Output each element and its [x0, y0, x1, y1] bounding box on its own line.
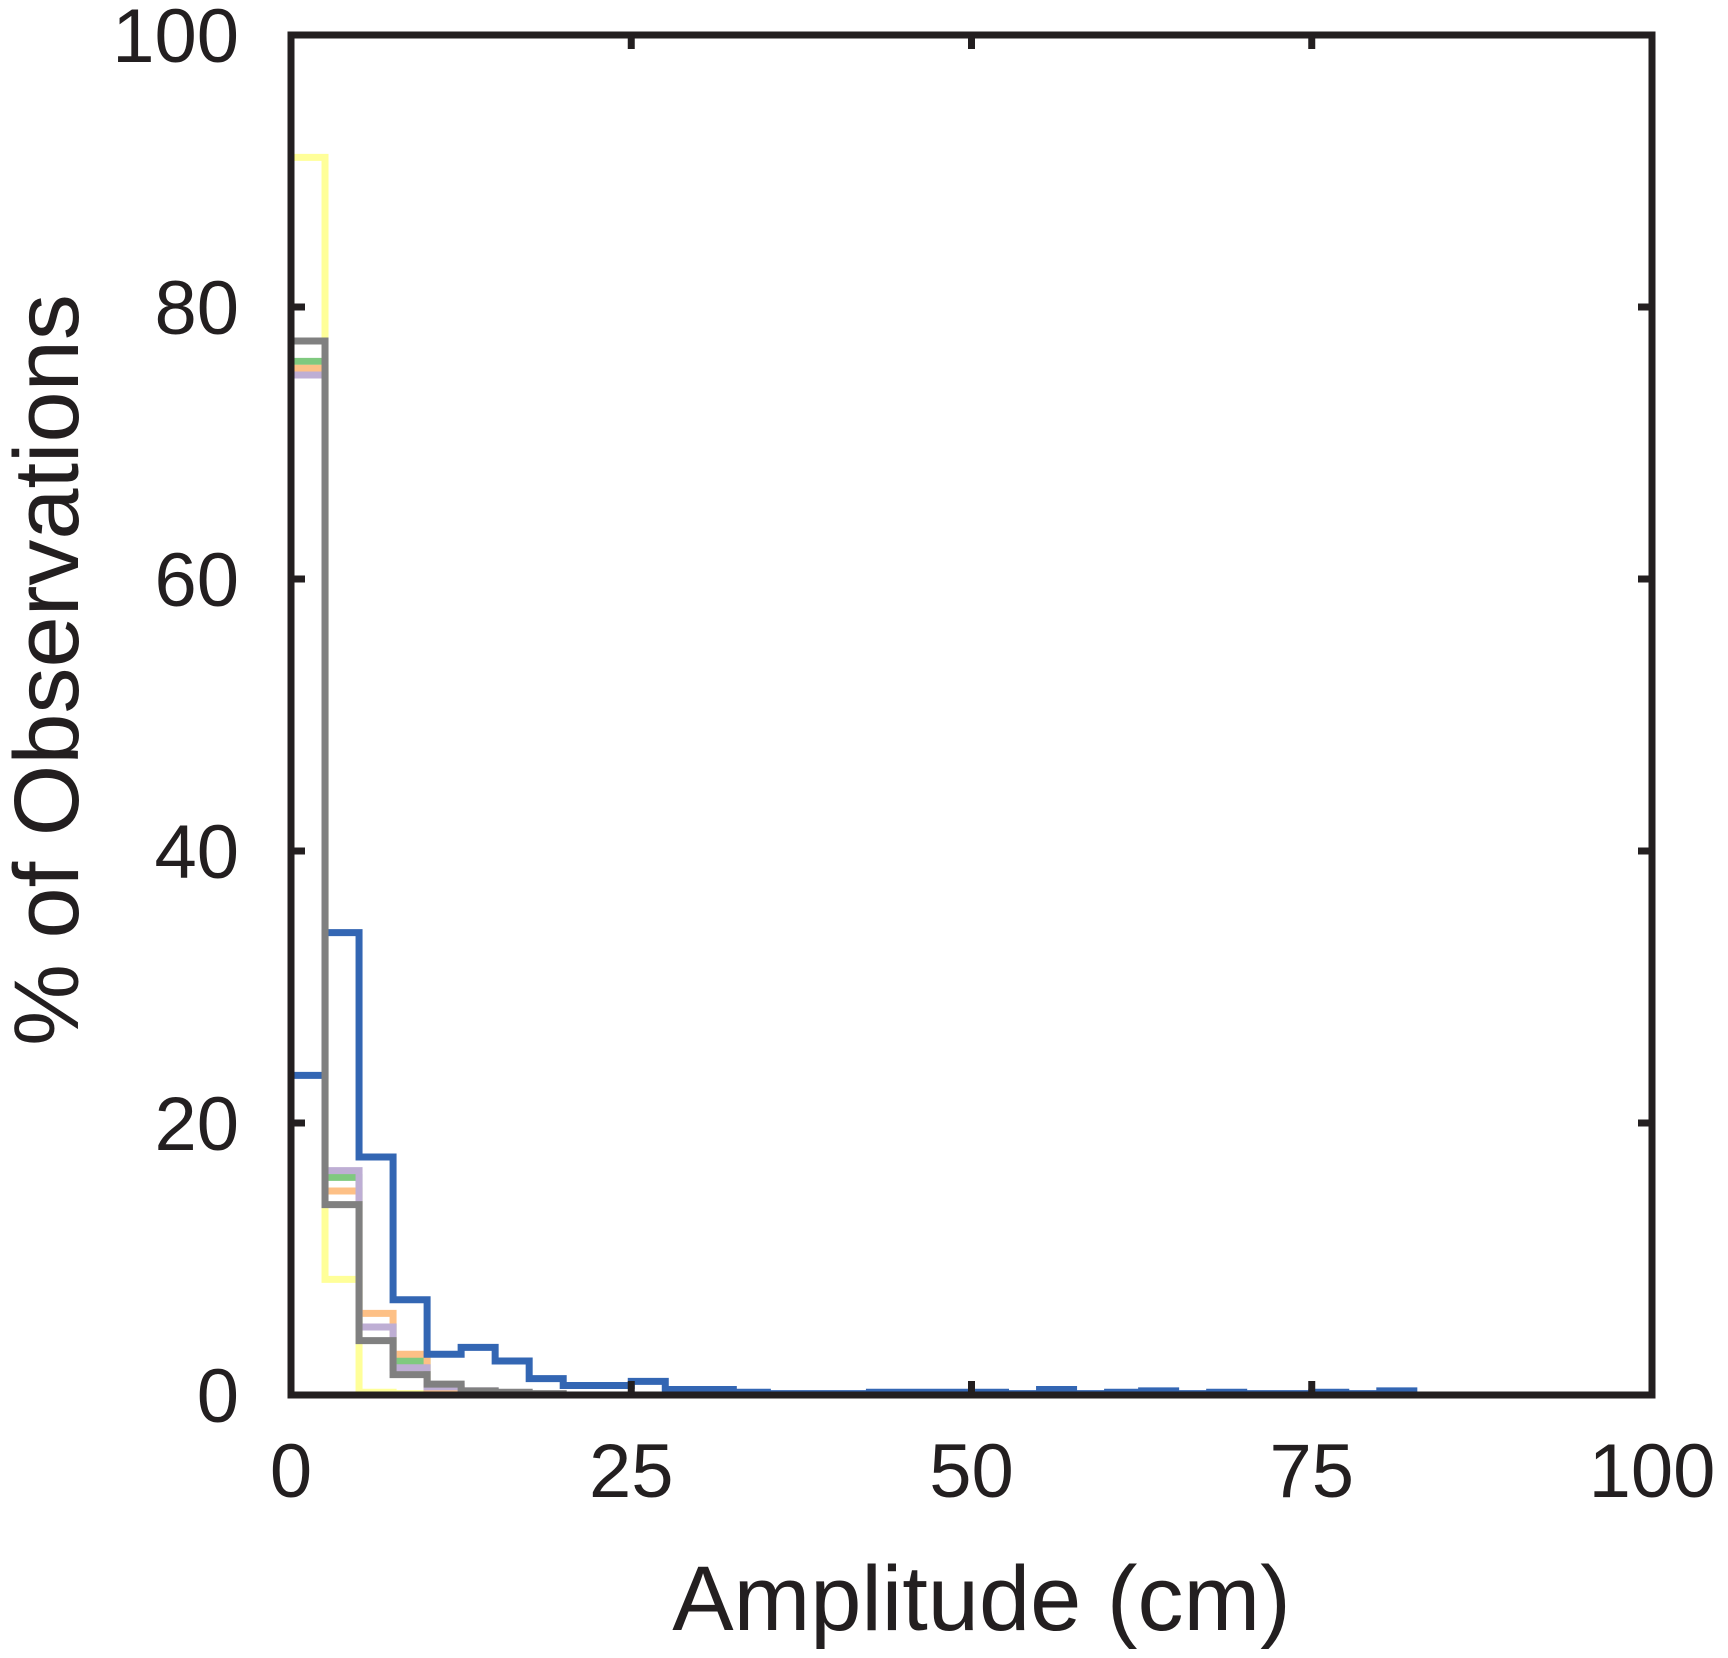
histogram-series-4 [287, 929, 1418, 1398]
histogram-series-1 [287, 357, 564, 1399]
x-tick-label: 0 [270, 1429, 312, 1514]
y-tick-labels: 0 20 40 60 80 100 [112, 0, 239, 1439]
y-tick-label: 80 [154, 266, 239, 351]
y-tick-label: 40 [154, 810, 239, 895]
y-tick-label: 20 [154, 1082, 239, 1167]
y-tick-label: 60 [154, 538, 239, 623]
x-tick-labels: 0 25 50 75 100 [270, 1429, 1716, 1514]
x-tick-label: 25 [589, 1429, 674, 1514]
x-tick-label: 75 [1269, 1429, 1354, 1514]
y-tick-label: 100 [112, 0, 239, 79]
x-tick-label: 100 [1589, 1429, 1716, 1514]
tick-layer [287, 31, 1656, 1399]
x-tick-label: 50 [929, 1429, 1014, 1514]
x-axis-title: Amplitude (cm) [672, 1548, 1291, 1650]
series-layer [287, 153, 1418, 1399]
histogram-series-2 [287, 364, 564, 1399]
y-tick-label: 0 [197, 1354, 239, 1439]
plot-frame [287, 31, 1656, 1399]
histogram-series-0 [287, 153, 564, 1399]
histogram-series-5 [287, 337, 567, 1398]
y-axis-title: % of Observations [0, 294, 98, 1046]
histogram-series-3 [287, 371, 564, 1399]
